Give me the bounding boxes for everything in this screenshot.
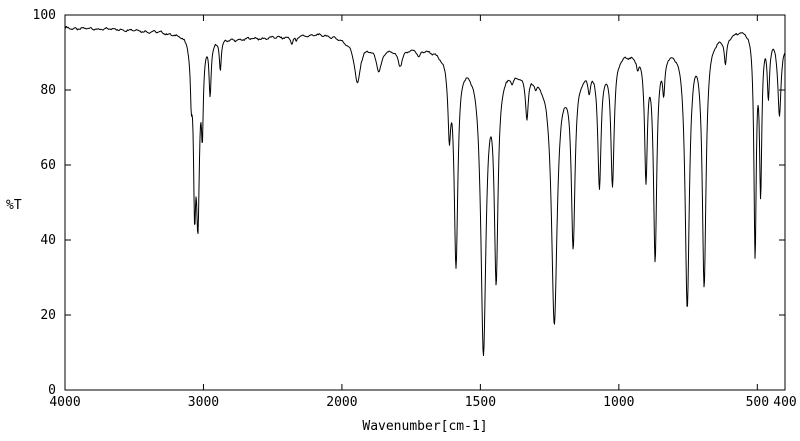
y-tick-label: 60 bbox=[40, 158, 56, 173]
x-tick-label: 400 bbox=[773, 395, 796, 410]
axis-ticks bbox=[64, 14, 786, 391]
x-tick-label: 500 bbox=[746, 395, 769, 410]
x-tick-label: 4000 bbox=[49, 395, 80, 410]
y-tick-label: 0 bbox=[48, 383, 56, 398]
y-tick-label: 100 bbox=[33, 8, 56, 23]
x-tick-label: 1000 bbox=[603, 395, 634, 410]
y-axis-title: %T bbox=[6, 198, 22, 213]
x-tick-label: 3000 bbox=[188, 395, 219, 410]
x-tick-label: 1500 bbox=[465, 395, 496, 410]
spectrum-curve bbox=[64, 25, 786, 357]
y-tick-label: 20 bbox=[40, 308, 56, 323]
x-axis-title: Wavenumber[cm-1] bbox=[362, 419, 488, 434]
y-tick-label: 80 bbox=[40, 83, 56, 98]
plot-frame bbox=[64, 14, 786, 391]
y-tick-label: 40 bbox=[40, 233, 56, 248]
x-tick-label: 2000 bbox=[326, 395, 357, 410]
